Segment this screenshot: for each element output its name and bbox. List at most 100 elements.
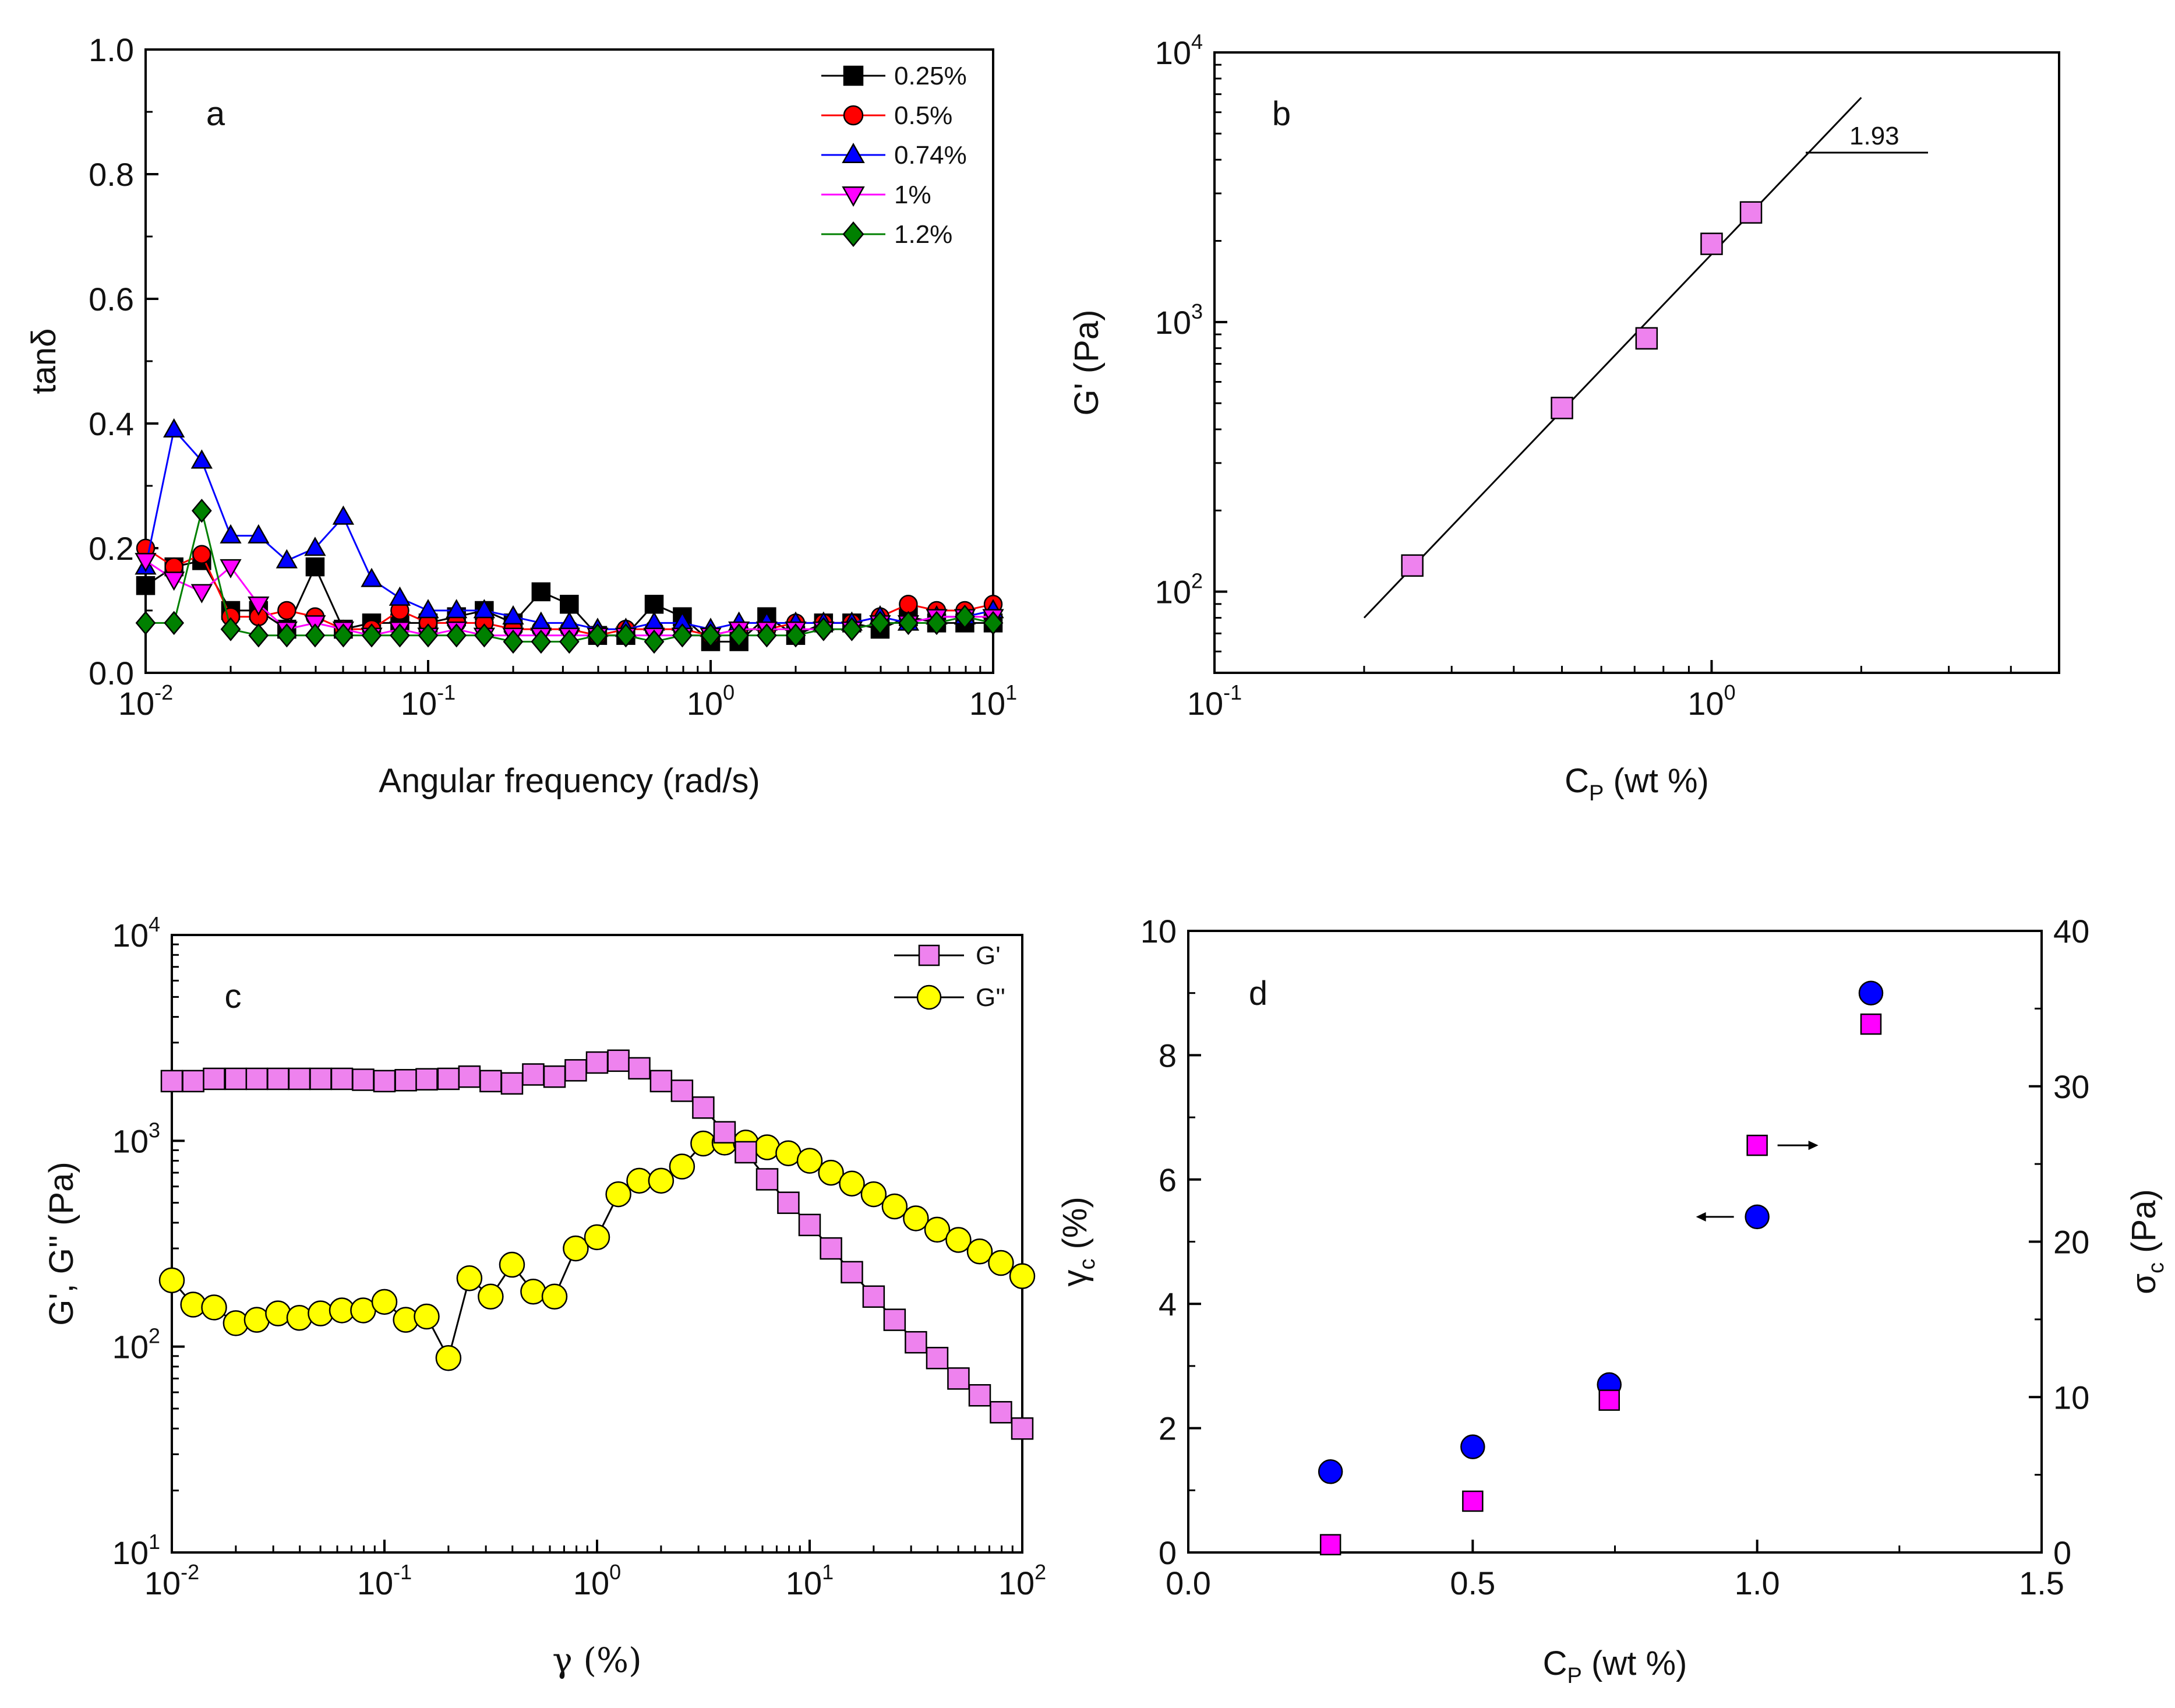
data-point <box>1745 1204 1770 1230</box>
y-tick-label: 0.0 <box>89 655 134 691</box>
data-point <box>361 623 382 648</box>
label-main: γ <box>1056 1270 1094 1287</box>
tick-exponent: 1 <box>149 1530 160 1554</box>
x-tick-label: 1.0 <box>1735 1565 1780 1601</box>
y-axis-label: tanδ <box>25 329 63 394</box>
data-point <box>881 1193 908 1220</box>
panel-letter: a <box>206 95 225 133</box>
tick-mantissa: 10 <box>687 685 723 722</box>
tick-exponent: 3 <box>1191 299 1203 323</box>
data-point <box>543 1065 566 1088</box>
y-tick-label: 104 <box>1155 30 1203 71</box>
arrow-left-head <box>1696 1212 1706 1222</box>
tick-mantissa: 10 <box>112 1534 149 1571</box>
data-point <box>373 1070 396 1093</box>
data-point <box>905 1331 927 1354</box>
data-point <box>670 1079 694 1102</box>
tick-mantissa: 10 <box>1687 685 1724 722</box>
data-point <box>418 623 439 648</box>
data-point <box>531 629 552 654</box>
data-point <box>587 623 608 648</box>
y-tick-label: 104 <box>112 912 160 954</box>
data-point <box>968 1384 991 1407</box>
data-point <box>1746 1134 1768 1156</box>
plot-frame <box>1213 51 2060 674</box>
y-tick-label: 8 <box>1159 1037 1177 1074</box>
data-point <box>924 1216 951 1243</box>
data-point <box>304 537 326 556</box>
data-point <box>1858 980 1884 1005</box>
label-main: σ <box>2125 1273 2163 1294</box>
panel-letter: c <box>225 977 242 1015</box>
y-axis-label: G' (Pa) <box>1068 310 1106 416</box>
data-point <box>564 1059 587 1082</box>
tick-mantissa: 10 <box>112 1123 149 1159</box>
data-point <box>813 617 834 641</box>
data-point <box>163 418 185 437</box>
data-point <box>860 1181 887 1208</box>
legend-marker <box>842 143 865 164</box>
data-point <box>616 623 636 648</box>
tick-exponent: 0 <box>1724 680 1736 704</box>
data-point <box>563 1235 589 1262</box>
tick-exponent: 2 <box>149 1324 160 1348</box>
data-point <box>729 623 750 648</box>
data-point <box>692 1096 715 1119</box>
x-axis-label: CP (wt %) <box>1543 1645 1687 1688</box>
series-sigma-c <box>1319 1013 1882 1555</box>
data-point <box>248 597 270 616</box>
data-point <box>870 610 891 636</box>
data-point <box>352 1068 375 1091</box>
y-tick-label: 4 <box>1159 1286 1177 1322</box>
data-point <box>899 595 918 614</box>
legend-marker <box>843 105 864 126</box>
data-point <box>966 1238 993 1265</box>
data-point <box>182 1070 204 1093</box>
series-g-double-prime <box>158 1130 1036 1371</box>
x-tick-label: 100 <box>1687 680 1735 722</box>
x-axis-label: γ (%) <box>552 1640 641 1680</box>
y-tick-label: 1.0 <box>89 31 134 68</box>
label-main: C <box>1543 1645 1567 1682</box>
data-point <box>607 1049 630 1072</box>
data-point <box>435 1345 462 1371</box>
data-point <box>626 1167 652 1194</box>
tick-mantissa: 10 <box>1155 34 1191 71</box>
data-point <box>584 1224 610 1251</box>
data-point <box>988 1250 1014 1276</box>
tick-exponent: -2 <box>181 1560 199 1584</box>
data-point <box>1318 1459 1343 1484</box>
data-point <box>503 629 524 654</box>
data-point <box>735 1141 757 1164</box>
y-tick-label: 0.8 <box>89 156 134 193</box>
data-point <box>531 582 551 602</box>
panel-letter: b <box>1272 95 1291 133</box>
data-point <box>559 629 580 654</box>
data-point <box>224 1067 248 1091</box>
tick-exponent: 0 <box>609 1560 621 1584</box>
tick-mantissa: 10 <box>112 1329 149 1365</box>
label-subscript: c <box>1075 1259 1100 1270</box>
data-point <box>755 1168 779 1191</box>
data-point <box>883 1308 906 1331</box>
tick-exponent: -1 <box>1223 680 1242 704</box>
data-point <box>585 1051 609 1074</box>
data-point <box>456 1265 483 1291</box>
y-tick-label: 103 <box>1155 299 1203 341</box>
x-tick-label: 10-2 <box>118 680 173 722</box>
panel-a: 0.00.20.40.60.81.010-2 10-1 100 101Angular … <box>25 31 1017 800</box>
y-axis-label: γc (%) <box>1056 1197 1100 1286</box>
data-point <box>1635 327 1658 350</box>
data-point <box>926 610 947 636</box>
data-point <box>1551 397 1573 419</box>
data-point <box>713 1121 736 1144</box>
data-point <box>1009 1263 1036 1289</box>
tick-exponent: 4 <box>1191 30 1203 54</box>
data-point <box>417 599 439 619</box>
y-axis-label: G', G'' (Pa) <box>43 1162 80 1325</box>
data-point <box>798 1213 821 1237</box>
data-point <box>839 1170 865 1197</box>
tick-exponent: -1 <box>393 1560 412 1584</box>
data-point <box>644 629 665 654</box>
legend-label: G' <box>976 941 1001 970</box>
